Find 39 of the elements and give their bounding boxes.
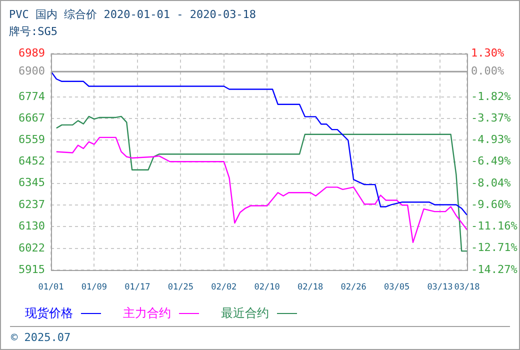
y2-tick-label: -9.60% — [471, 198, 512, 211]
x-tick-label: 02/10 — [254, 282, 280, 292]
y-tick-label: 6667 — [18, 111, 45, 124]
legend-label: 现货价格 — [25, 305, 73, 322]
x-tick-label: 02/18 — [298, 282, 324, 292]
y-tick-label: 6989 — [18, 46, 45, 60]
x-tick-label: 01/17 — [124, 282, 150, 292]
x-tick-label: 02/26 — [340, 282, 366, 292]
legend-label: 最近合约 — [221, 305, 269, 322]
x-tick-label: 03/05 — [384, 282, 410, 292]
y2-tick-label: -14.27% — [471, 262, 518, 276]
x-tick-label: 01/25 — [168, 282, 194, 292]
y-tick-label: 6452 — [18, 154, 45, 168]
y-tick-label: 6900 — [18, 64, 45, 78]
x-tick-label: 03/13 — [427, 282, 453, 292]
y2-tick-label: -12.71% — [471, 241, 518, 254]
y2-tick-label: 0.00% — [471, 64, 504, 78]
y-tick-label: 6022 — [18, 241, 45, 254]
y2-tick-label: -1.82% — [471, 90, 512, 103]
x-tick-label: 01/01 — [38, 282, 64, 292]
chart-subtitle: 牌号:SG5 — [9, 24, 58, 39]
chart-title: PVC 国内 综合价 2020-01-01 - 2020-03-18 — [9, 7, 256, 22]
y2-tick-label: -4.93% — [471, 133, 512, 146]
legend-label: 主力合约 — [123, 305, 171, 322]
y-tick-label: 6345 — [18, 176, 45, 190]
y-tick-label: 5915 — [18, 262, 45, 276]
y2-tick-label: -8.04% — [471, 176, 512, 190]
y-tick-label: 6237 — [18, 198, 45, 211]
y2-tick-label: 1.30% — [471, 46, 504, 60]
x-tick-label: 03/18 — [454, 282, 480, 292]
y2-tick-label: -6.49% — [471, 154, 512, 168]
y-tick-label: 6559 — [18, 133, 45, 146]
y2-tick-label: -3.37% — [471, 111, 512, 124]
y-tick-label: 6774 — [18, 90, 46, 103]
text: © 2025.07 — [11, 331, 71, 344]
x-tick-label: 01/09 — [81, 282, 108, 292]
x-tick-label: 02/02 — [211, 282, 237, 292]
y2-tick-label: -11.16% — [471, 220, 518, 233]
y-tick-label: 6130 — [18, 220, 45, 233]
